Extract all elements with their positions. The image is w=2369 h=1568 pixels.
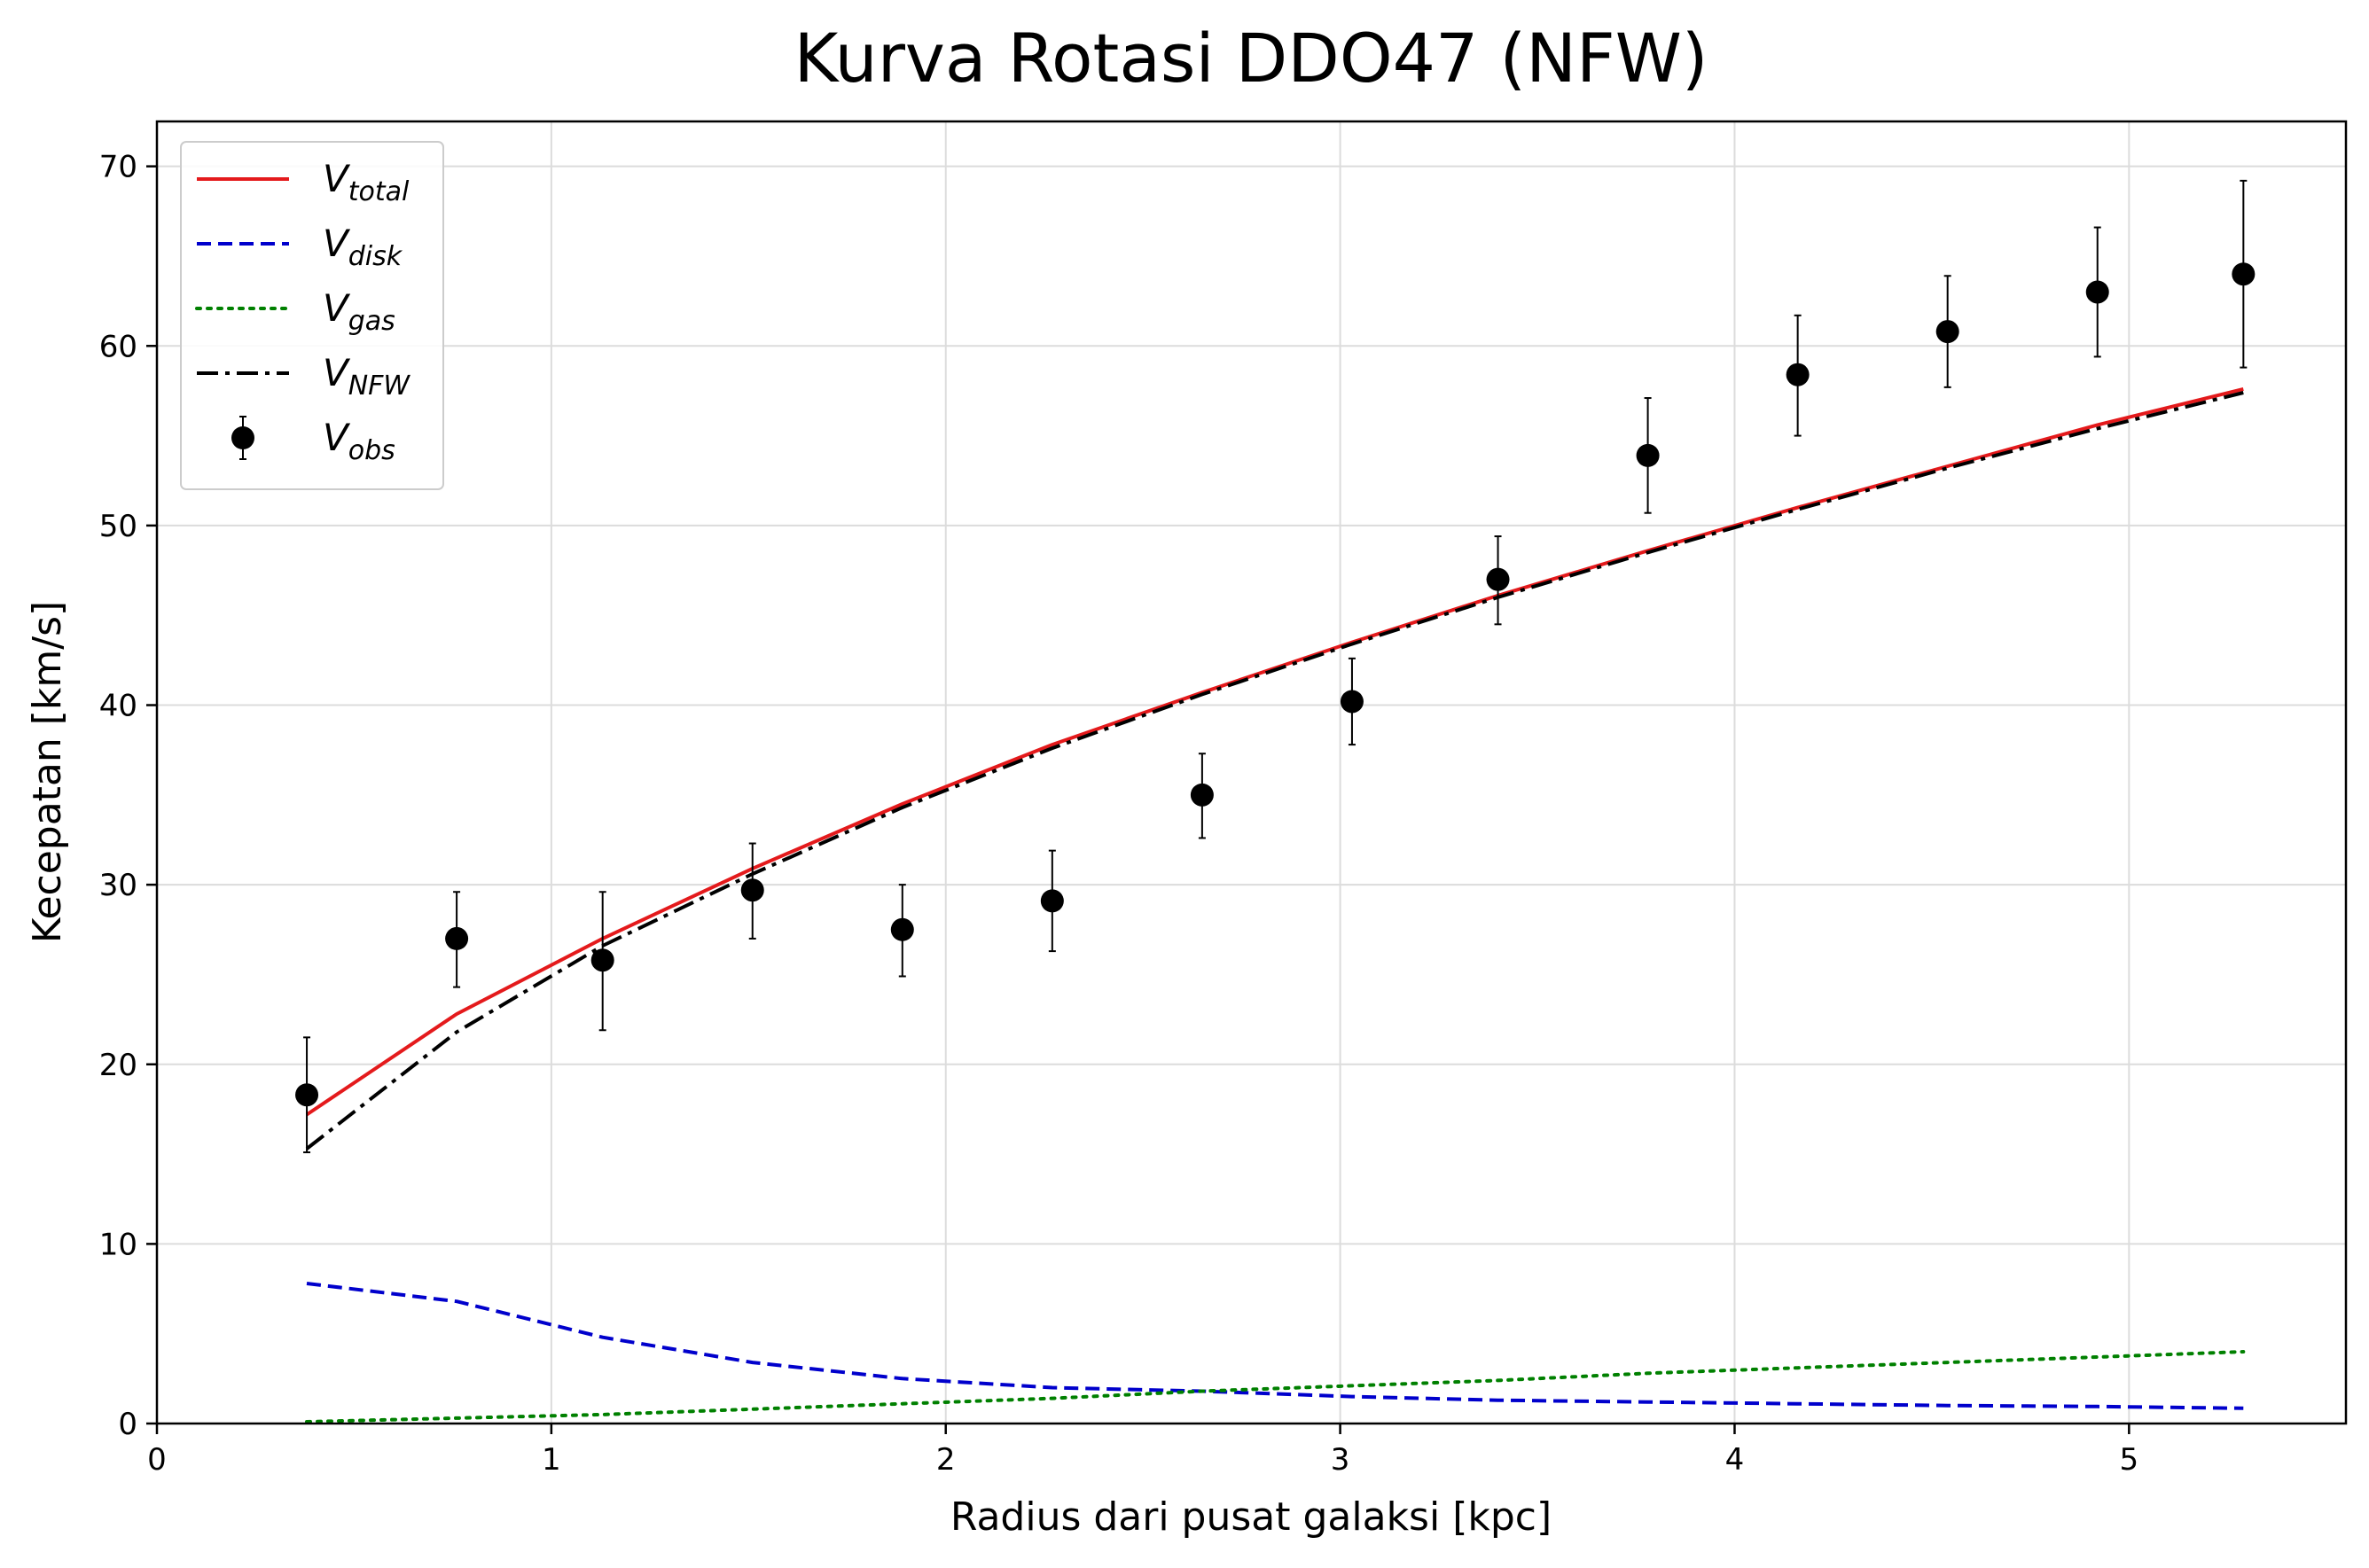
series-line-disk (306, 1282, 2244, 1410)
legend-label: VNFW (323, 351, 410, 402)
legend-label: Vtotal (323, 157, 410, 207)
y-tick-label: 70 (99, 150, 137, 185)
x-tick-label: 0 (147, 1442, 167, 1478)
series-line-gas (305, 1350, 2246, 1424)
observed-point (1486, 567, 1510, 591)
observed-points-layer (295, 179, 2256, 1154)
legend-label-subscript: disk (348, 241, 403, 272)
observed-point (740, 878, 764, 902)
observed-point (1786, 363, 1810, 386)
legend-label-main: V (323, 222, 351, 265)
legend-label-main: V (323, 157, 351, 200)
legend-label: Vgas (323, 286, 395, 337)
observed-point (1935, 320, 1959, 344)
legend-label-main: V (323, 351, 351, 394)
grid-layer (156, 121, 2346, 1424)
legend-label: Vdisk (323, 222, 403, 272)
series-line-nfw (305, 391, 2244, 1151)
y-tick-label: 20 (99, 1048, 137, 1083)
x-tick-label: 4 (1725, 1442, 1745, 1478)
plot-frame (155, 120, 2348, 1425)
observed-point (590, 948, 614, 972)
x-axis-label: Radius dari pusat galaksi [kpc] (950, 1494, 1552, 1540)
observed-point (1340, 690, 1364, 714)
observed-point (1190, 783, 1214, 807)
x-tick-label: 1 (542, 1442, 561, 1478)
series-layer (305, 386, 2246, 1424)
observed-point (445, 926, 469, 950)
observed-point (2232, 262, 2256, 286)
observed-point (1040, 889, 1064, 913)
legend-label-subscript: NFW (348, 371, 411, 402)
legend-label-main: V (323, 286, 351, 330)
y-tick-label: 40 (99, 689, 137, 724)
y-tick-label: 0 (118, 1407, 137, 1442)
y-tick-label: 50 (99, 509, 137, 544)
x-tick-label: 2 (936, 1442, 956, 1478)
legend-swatch-obs-marker (231, 426, 254, 449)
legend-label-subscript: gas (348, 306, 395, 337)
legend-label: Vobs (323, 416, 395, 466)
observed-point (890, 917, 914, 941)
x-tick-label: 3 (1331, 1442, 1350, 1478)
legend-label-main: V (323, 416, 351, 459)
y-tick-label: 60 (99, 329, 137, 364)
observed-point (295, 1083, 319, 1107)
y-tick-label: 30 (99, 868, 137, 903)
legend-box (180, 141, 444, 490)
legend-label-subscript: obs (348, 435, 395, 466)
y-tick-label: 10 (99, 1227, 137, 1262)
x-tick-label: 5 (2120, 1442, 2139, 1478)
observed-point (2085, 280, 2109, 304)
legend-label-subscript: total (348, 176, 410, 207)
chart-title: Kurva Rotasi DDO47 (NFW) (794, 19, 1708, 98)
y-axis-label: Kecepatan [km/s] (25, 601, 70, 943)
observed-point (1636, 443, 1660, 467)
